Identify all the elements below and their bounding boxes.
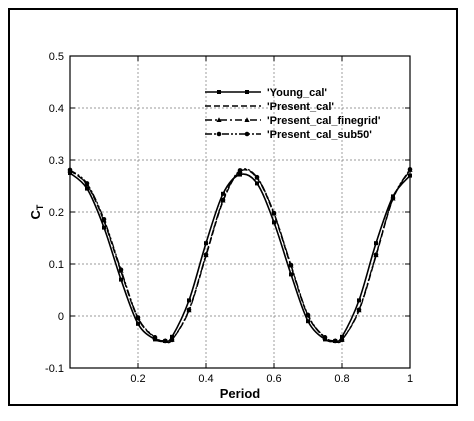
data-point bbox=[390, 195, 396, 201]
y-axis-title: CT bbox=[28, 204, 45, 219]
legend-item: 'Young_cal' bbox=[205, 87, 327, 99]
data-point bbox=[187, 298, 191, 303]
data-point bbox=[272, 220, 276, 225]
legend-item: 'Present_cal_sub50' bbox=[205, 129, 372, 141]
legend-label: 'Young_cal' bbox=[267, 87, 327, 99]
legend-label: 'Present_cal' bbox=[267, 101, 334, 113]
series-2 bbox=[69, 169, 411, 344]
legend-label: 'Present_cal_finegrid' bbox=[267, 115, 381, 127]
x-tick-label: 0.4 bbox=[198, 373, 213, 385]
y-tick-label: 0.1 bbox=[49, 259, 64, 271]
legend-marker bbox=[216, 117, 222, 122]
y-axis-title-main: C bbox=[28, 209, 43, 219]
data-point bbox=[305, 312, 311, 318]
legend-marker bbox=[216, 131, 222, 137]
data-point bbox=[152, 335, 158, 340]
data-point bbox=[271, 210, 277, 216]
data-point bbox=[84, 181, 90, 186]
data-point bbox=[238, 172, 242, 177]
x-tick-label: 0.8 bbox=[334, 373, 349, 385]
data-point bbox=[101, 216, 107, 222]
data-point bbox=[254, 174, 260, 180]
data-point bbox=[118, 267, 124, 273]
data-point bbox=[332, 338, 338, 344]
data-point bbox=[204, 241, 208, 246]
legend-marker bbox=[217, 90, 221, 94]
legend-marker bbox=[244, 131, 250, 137]
data-point bbox=[169, 337, 175, 343]
x-axis-title: Period bbox=[220, 386, 261, 401]
y-tick-label: 0 bbox=[58, 311, 64, 323]
data-point bbox=[119, 277, 123, 282]
data-point bbox=[322, 335, 328, 340]
figure-frame: 0.2 0.4 0.6 0.8 1 -0.1 0 0.1 0.2 0.3 0.4 0.5 Period… bbox=[8, 8, 458, 406]
legend-marker bbox=[245, 90, 249, 94]
y-tick-label: 0.3 bbox=[49, 155, 64, 167]
series-1 bbox=[68, 171, 412, 343]
series-line bbox=[69, 168, 411, 344]
legend-marker bbox=[244, 117, 250, 122]
y-tick-label: -0.1 bbox=[45, 363, 64, 375]
series-4 bbox=[67, 167, 413, 344]
legend: 'Young_cal' 'Present_cal' 'Present_cal_fin… bbox=[205, 87, 381, 141]
data-point bbox=[162, 338, 168, 344]
data-point bbox=[220, 197, 226, 203]
data-point bbox=[339, 337, 345, 343]
legend-item: 'Present_cal' bbox=[205, 101, 334, 113]
data-point bbox=[135, 315, 141, 320]
data-point bbox=[306, 319, 310, 324]
series-line bbox=[69, 168, 411, 344]
x-tick-label: 0.6 bbox=[266, 373, 281, 385]
legend-label: 'Present_cal_sub50' bbox=[267, 129, 372, 141]
line-chart: 0.2 0.4 0.6 0.8 1 -0.1 0 0.1 0.2 0.3 0.4 0.5 Period… bbox=[28, 51, 413, 401]
axis-ticks: 0.2 0.4 0.6 0.8 1 -0.1 0 0.1 0.2 0.3 0.4 0.5 bbox=[45, 51, 413, 385]
y-tick-label: 0.5 bbox=[49, 51, 64, 63]
y-axis-title-subscript: T bbox=[35, 204, 45, 210]
grid bbox=[70, 56, 410, 368]
y-tick-label: 0.4 bbox=[49, 103, 64, 115]
series-group bbox=[67, 167, 413, 344]
legend-item: 'Present_cal_finegrid' bbox=[205, 115, 381, 127]
data-point bbox=[237, 168, 243, 173]
data-point bbox=[136, 321, 140, 326]
data-point bbox=[186, 307, 192, 313]
data-point bbox=[374, 241, 378, 246]
data-point bbox=[340, 334, 344, 339]
data-point bbox=[288, 262, 294, 268]
data-point bbox=[85, 186, 89, 191]
data-point bbox=[357, 298, 361, 303]
data-point bbox=[373, 252, 379, 257]
data-point bbox=[356, 307, 362, 313]
data-point bbox=[102, 225, 106, 230]
data-point bbox=[289, 272, 293, 277]
data-point bbox=[170, 334, 174, 339]
data-point bbox=[221, 191, 225, 196]
x-tick-label: 0.2 bbox=[130, 373, 145, 385]
series-line bbox=[69, 169, 411, 344]
data-point bbox=[255, 181, 259, 186]
data-point bbox=[203, 252, 209, 257]
series-3 bbox=[67, 167, 413, 344]
y-tick-label: 0.2 bbox=[49, 207, 64, 219]
x-tick-label: 1 bbox=[407, 373, 413, 385]
